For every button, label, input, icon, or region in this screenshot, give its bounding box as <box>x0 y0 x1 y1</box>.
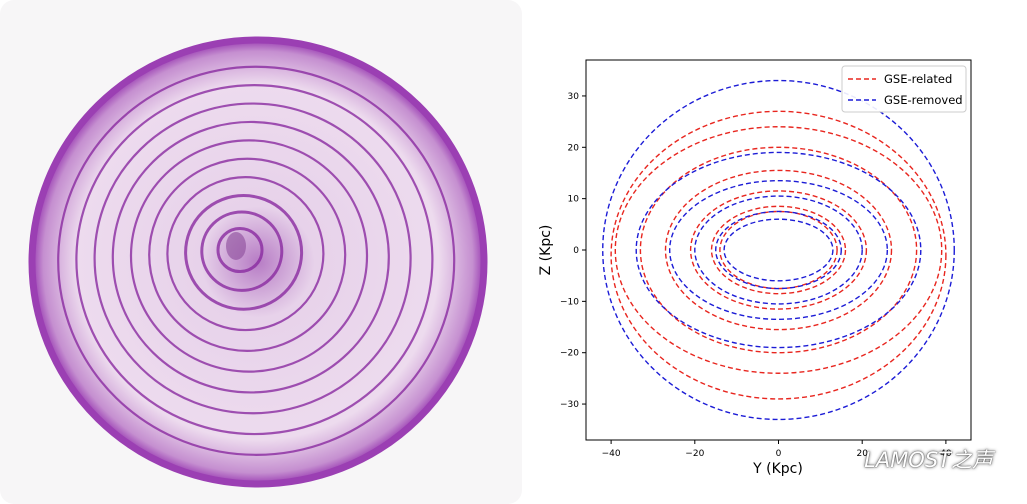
legend-label-gse-removed: GSE-removed <box>884 93 963 107</box>
onion-ring <box>129 139 369 373</box>
onion-core <box>226 232 246 260</box>
orbit-gse-related-0 <box>719 210 838 290</box>
onion-ring <box>93 102 412 415</box>
y-tick-label: 20 <box>568 143 580 153</box>
onion-ring <box>166 176 325 332</box>
y-tick-label: −20 <box>560 349 579 359</box>
orbit-gse-removed-4 <box>635 151 922 349</box>
legend-label-gse-related: GSE-related <box>884 72 952 86</box>
orbit-gse-removed-0 <box>723 218 834 282</box>
plot-frame <box>585 59 972 441</box>
onion-ring <box>111 120 390 394</box>
orbit-gse-removed-2 <box>694 195 863 305</box>
onion-photo <box>28 36 488 488</box>
y-axis-label: Z (Kpc) <box>538 225 554 276</box>
orbit-chart: −40 −20 0 20 40 −30 −20 −10 0 10 20 30 Y (Kpc) Z (… <box>538 59 972 477</box>
orbit-gse-removed-5 <box>602 79 955 421</box>
orbit-gse-related-2 <box>689 190 868 310</box>
orbit-gse-removed-1 <box>715 210 842 290</box>
x-tick-label: −40 <box>602 449 621 459</box>
y-tick-label: 10 <box>568 195 580 205</box>
watermark: LAMOST之声 <box>832 444 993 474</box>
watermark-text: LAMOST之声 <box>864 448 993 472</box>
onion-photo-panel <box>28 36 488 488</box>
orbits-layer <box>602 79 955 421</box>
y-tick-label: −10 <box>560 297 579 307</box>
onion-ring <box>148 157 347 352</box>
x-tick-label: 20 <box>856 449 868 459</box>
onion-rings <box>28 36 488 488</box>
orbit-gse-related-3 <box>664 169 893 331</box>
chart-panel: −40 −20 0 20 40 −30 −20 −10 0 10 20 30 Y (Kpc) Z (… <box>522 0 1027 504</box>
y-axis-ticks: −30 −20 −10 0 10 20 30 <box>560 92 586 410</box>
orbit-gse-removed-3 <box>668 179 889 321</box>
onion-skin <box>28 36 488 488</box>
x-axis-ticks: −40 −20 0 20 40 <box>602 440 952 459</box>
onion-ring <box>75 84 434 436</box>
onion-ring <box>216 226 264 274</box>
orbit-gse-related-4 <box>639 146 918 354</box>
x-tick-label: 0 <box>776 449 782 459</box>
orbit-gse-related-5 <box>614 126 943 374</box>
orbit-gse-related-1 <box>710 205 847 295</box>
legend: GSE-related GSE-removed <box>841 65 967 113</box>
onion-ring <box>200 210 284 292</box>
x-tick-label: 40 <box>940 449 952 459</box>
y-tick-label: 30 <box>568 92 580 102</box>
y-tick-label: 0 <box>573 246 579 256</box>
x-tick-label: −20 <box>685 449 704 459</box>
orbit-gse-related-6 <box>610 110 947 400</box>
x-axis-label: Y (Kpc) <box>752 461 803 477</box>
wechat-icon <box>832 449 858 468</box>
onion-ring <box>57 65 456 456</box>
onion-ring <box>184 194 304 311</box>
y-tick-label: −30 <box>560 400 579 410</box>
